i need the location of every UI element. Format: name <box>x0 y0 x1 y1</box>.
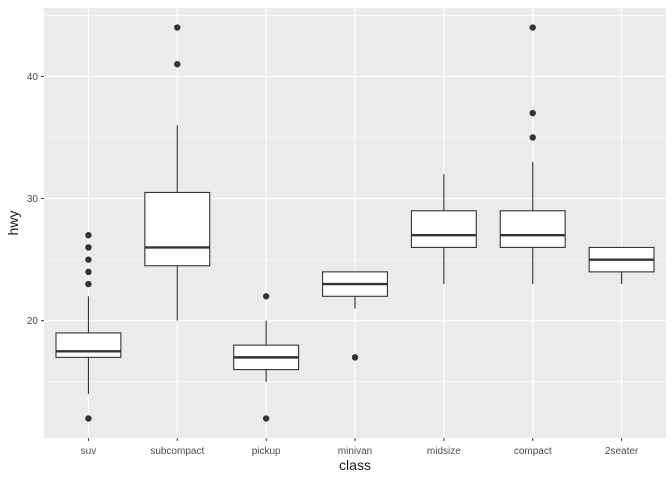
outlier-point <box>262 293 270 300</box>
outlier-point <box>85 256 92 263</box>
x-axis: suv subcompact pickup minivan midsize compact… <box>81 438 639 457</box>
x-tick-label-midsize: midsize <box>427 446 461 457</box>
y-axis-title: hwy <box>5 211 21 236</box>
x-tick-label-minivan: minivan <box>338 446 372 457</box>
y-tick-label: 20 <box>27 316 39 327</box>
box-iqr <box>410 210 477 248</box>
x-tick-label-pickup: pickup <box>252 446 281 457</box>
outlier-point <box>85 415 92 422</box>
x-tick-label-compact: compact <box>514 446 552 457</box>
y-tick-label: 30 <box>27 194 39 205</box>
outlier-point <box>529 109 536 117</box>
outlier-point <box>174 60 181 68</box>
outlier-point <box>529 24 536 31</box>
outlier-point <box>85 244 92 251</box>
box-subcompact <box>144 24 211 321</box>
box-2seater <box>588 246 655 285</box>
box-suv <box>55 232 122 422</box>
x-tick-label-suv: suv <box>81 446 97 457</box>
outlier-point <box>85 268 92 276</box>
boxes-layer <box>55 24 655 422</box>
box-iqr <box>499 210 566 248</box>
box-minivan <box>322 271 388 361</box>
outlier-point <box>262 415 270 422</box>
outlier-point <box>85 232 92 239</box>
box-pickup <box>233 293 300 422</box>
outlier-point <box>174 24 181 31</box>
x-tick-label-2seater: 2seater <box>605 446 639 457</box>
x-tick-label-subcompact: subcompact <box>150 446 204 457</box>
y-axis: 20 30 40 <box>27 72 44 327</box>
box-compact <box>499 24 566 285</box>
outlier-point <box>351 354 359 361</box>
outlier-point <box>85 280 92 288</box>
y-tick-label: 40 <box>27 72 39 83</box>
box-iqr <box>55 332 122 358</box>
box-iqr <box>144 191 211 267</box>
box-midsize <box>410 174 477 285</box>
x-axis-title: class <box>339 457 371 473</box>
outlier-point <box>529 134 536 141</box>
